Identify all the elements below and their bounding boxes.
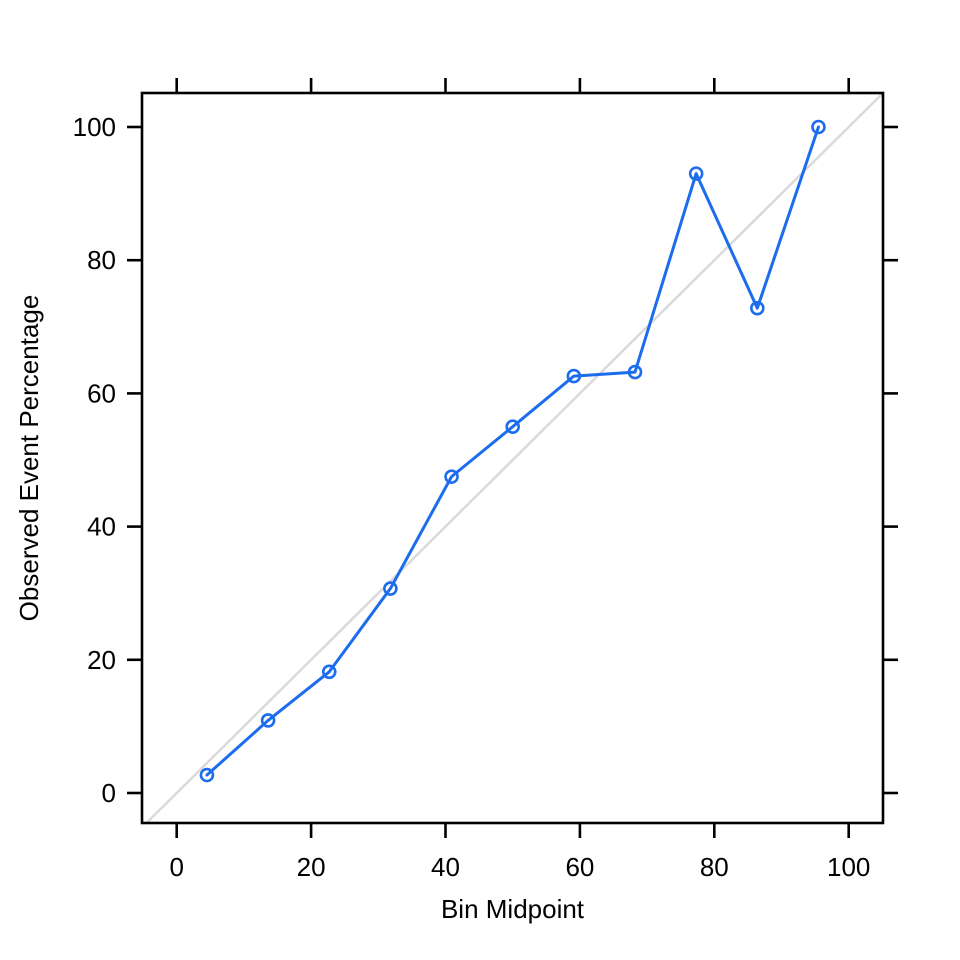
y-tick-label: 40 <box>87 512 116 542</box>
data-point-marker <box>750 300 765 316</box>
data-point-marker <box>199 767 215 783</box>
x-tick-label: 40 <box>431 852 460 882</box>
series-layer <box>199 119 826 783</box>
y-tick-label: 100 <box>73 112 116 142</box>
y-tick-label: 20 <box>87 645 116 675</box>
x-tick-label: 0 <box>169 852 183 882</box>
x-tick-label: 100 <box>827 852 870 882</box>
y-axis-title: Observed Event Percentage <box>14 295 44 622</box>
reference-layer <box>145 92 884 824</box>
data-point-marker <box>444 469 459 484</box>
plot-box <box>140 91 885 825</box>
data-point-marker <box>811 119 826 135</box>
x-tick-label: 60 <box>565 852 594 882</box>
identity-reference-line <box>145 92 884 824</box>
y-tick-label: 60 <box>87 378 116 408</box>
data-point-marker <box>260 713 276 728</box>
data-point-marker <box>321 664 337 680</box>
axes-layer: 0 20 40 60 80 100 0 20 40 60 80 100 <box>73 78 898 882</box>
data-point-marker <box>383 581 398 596</box>
calibration-line <box>205 125 820 777</box>
x-tick-label: 80 <box>700 852 729 882</box>
data-point-marker <box>688 166 704 181</box>
data-point-marker <box>566 368 582 384</box>
y-tick-label: 80 <box>87 245 116 275</box>
data-point-marker <box>627 364 643 380</box>
x-axis-title: Bin Midpoint <box>441 894 585 924</box>
data-point-marker <box>505 419 521 435</box>
y-tick-label: 0 <box>102 778 116 808</box>
x-tick-label: 20 <box>297 852 326 882</box>
